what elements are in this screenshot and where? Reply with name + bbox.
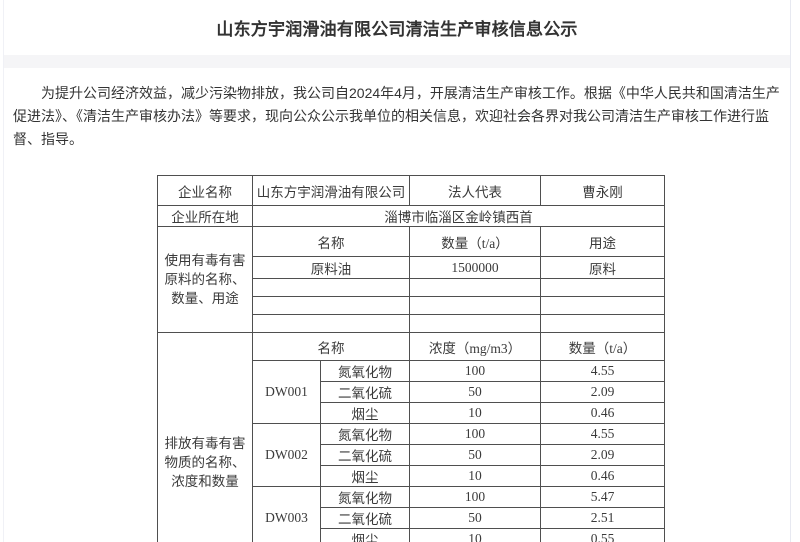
raw-material-use-cell bbox=[540, 314, 665, 333]
pollutant-name-cell: 烟尘 bbox=[320, 465, 410, 487]
raw-material-amount-cell bbox=[409, 296, 541, 315]
outlet-cell: DW002 bbox=[252, 423, 321, 487]
pollutant-name-cell: 烟尘 bbox=[320, 528, 410, 542]
company-name-value: 山东方宇润滑油有限公司 bbox=[252, 175, 410, 206]
legal-rep-label: 法人代表 bbox=[409, 175, 541, 206]
concentration-cell: 100 bbox=[409, 486, 541, 508]
info-table: 企业名称 山东方宇润滑油有限公司 法人代表 曹永刚 企业所在地 淄博市临淄区金岭… bbox=[157, 175, 665, 542]
concentration-cell: 10 bbox=[409, 402, 541, 424]
pollutant-name-cell: 二氧化硫 bbox=[320, 444, 410, 466]
amount-cell: 0.46 bbox=[540, 465, 665, 487]
raw-material-name-cell bbox=[252, 296, 410, 315]
amount-cell: 2.09 bbox=[540, 444, 665, 466]
raw-material-use-cell bbox=[540, 296, 665, 315]
raw-material-use-cell bbox=[540, 278, 665, 297]
pollutant-name-cell: 氮氧化物 bbox=[320, 360, 410, 382]
concentration-cell: 100 bbox=[409, 423, 541, 445]
amount-cell: 2.09 bbox=[540, 381, 665, 403]
page-container: 山东方宇润滑油有限公司清洁生产审核信息公示 为提升公司经济效益，减少污染物排放，… bbox=[3, 0, 791, 542]
outlet-cell: DW001 bbox=[252, 360, 321, 424]
emissions-header-amount: 数量（t/a） bbox=[540, 332, 665, 361]
raw-material-empty-row bbox=[158, 278, 665, 297]
emission-row: DW002 氮氧化物 100 4.55 bbox=[158, 423, 665, 487]
amount-cell: 4.55 bbox=[540, 423, 665, 445]
amount-cell: 0.46 bbox=[540, 402, 665, 424]
emission-row: DW001 氮氧化物 100 4.55 bbox=[158, 360, 665, 424]
concentration-cell: 50 bbox=[409, 444, 541, 466]
raw-material-use-cell: 原料 bbox=[540, 256, 665, 279]
company-name-label: 企业名称 bbox=[157, 175, 253, 206]
emission-row: 烟尘 10 0.46 bbox=[158, 465, 665, 487]
outlet-cell: DW003 bbox=[252, 486, 321, 542]
location-row: 企业所在地 淄博市临淄区金岭镇西首 bbox=[157, 205, 665, 227]
raw-material-name-cell bbox=[252, 278, 410, 297]
emission-row: 烟尘 10 0.46 bbox=[158, 402, 665, 424]
concentration-cell: 100 bbox=[409, 360, 541, 382]
concentration-cell: 10 bbox=[409, 465, 541, 487]
pollutant-name-cell: 氮氧化物 bbox=[320, 486, 410, 508]
emissions-header-name: 名称 bbox=[252, 332, 410, 361]
location-value: 淄博市临淄区金岭镇西首 bbox=[252, 205, 665, 227]
emissions-header-row: 排放有毒有害物质的名称、浓度和数量 名称 浓度（mg/m3） 数量（t/a） bbox=[157, 332, 665, 542]
concentration-cell: 50 bbox=[409, 381, 541, 403]
emissions-section-label: 排放有毒有害物质的名称、浓度和数量 bbox=[157, 332, 253, 542]
emission-row: 二氧化硫 50 2.09 bbox=[158, 381, 665, 403]
raw-materials-header-row: 使用有毒有害原料的名称、数量、用途 名称 数量（t/a） 用途 bbox=[157, 226, 665, 333]
raw-material-amount-cell bbox=[409, 314, 541, 333]
emission-row: 二氧化硫 50 2.51 bbox=[158, 507, 665, 529]
raw-material-amount-cell: 1500000 bbox=[409, 256, 541, 279]
concentration-cell: 50 bbox=[409, 507, 541, 529]
concentration-cell: 10 bbox=[409, 528, 541, 542]
amount-cell: 0.55 bbox=[540, 528, 665, 542]
amount-cell: 2.51 bbox=[540, 507, 665, 529]
amount-cell: 5.47 bbox=[540, 486, 665, 508]
pollutant-name-cell: 二氧化硫 bbox=[320, 507, 410, 529]
header-divider-band bbox=[4, 55, 790, 68]
page-title: 山东方宇润滑油有限公司清洁生产审核信息公示 bbox=[216, 20, 578, 39]
company-row: 企业名称 山东方宇润滑油有限公司 法人代表 曹永刚 bbox=[157, 175, 665, 206]
emissions-header-concentration: 浓度（mg/m3） bbox=[409, 332, 541, 361]
raw-material-empty-row bbox=[158, 296, 665, 315]
amount-cell: 4.55 bbox=[540, 360, 665, 382]
raw-materials-header-amount: 数量（t/a） bbox=[409, 226, 541, 257]
raw-material-name-cell bbox=[252, 314, 410, 333]
location-label: 企业所在地 bbox=[157, 205, 253, 227]
raw-material-amount-cell bbox=[409, 278, 541, 297]
pollutant-name-cell: 氮氧化物 bbox=[320, 423, 410, 445]
intro-paragraph: 为提升公司经济效益，减少污染物排放，我公司自2024年4月，开展清洁生产审核工作… bbox=[13, 85, 780, 147]
raw-materials-header-name: 名称 bbox=[252, 226, 410, 257]
pollutant-name-cell: 烟尘 bbox=[320, 402, 410, 424]
raw-material-name-cell: 原料油 bbox=[252, 256, 410, 279]
emission-row: 烟尘 10 0.55 bbox=[158, 528, 665, 542]
page-header: 山东方宇润滑油有限公司清洁生产审核信息公示 bbox=[4, 0, 790, 55]
raw-materials-header-use: 用途 bbox=[540, 226, 665, 257]
raw-materials-section-label: 使用有毒有害原料的名称、数量、用途 bbox=[157, 226, 253, 333]
legal-rep-value: 曹永刚 bbox=[540, 175, 665, 206]
pollutant-name-cell: 二氧化硫 bbox=[320, 381, 410, 403]
